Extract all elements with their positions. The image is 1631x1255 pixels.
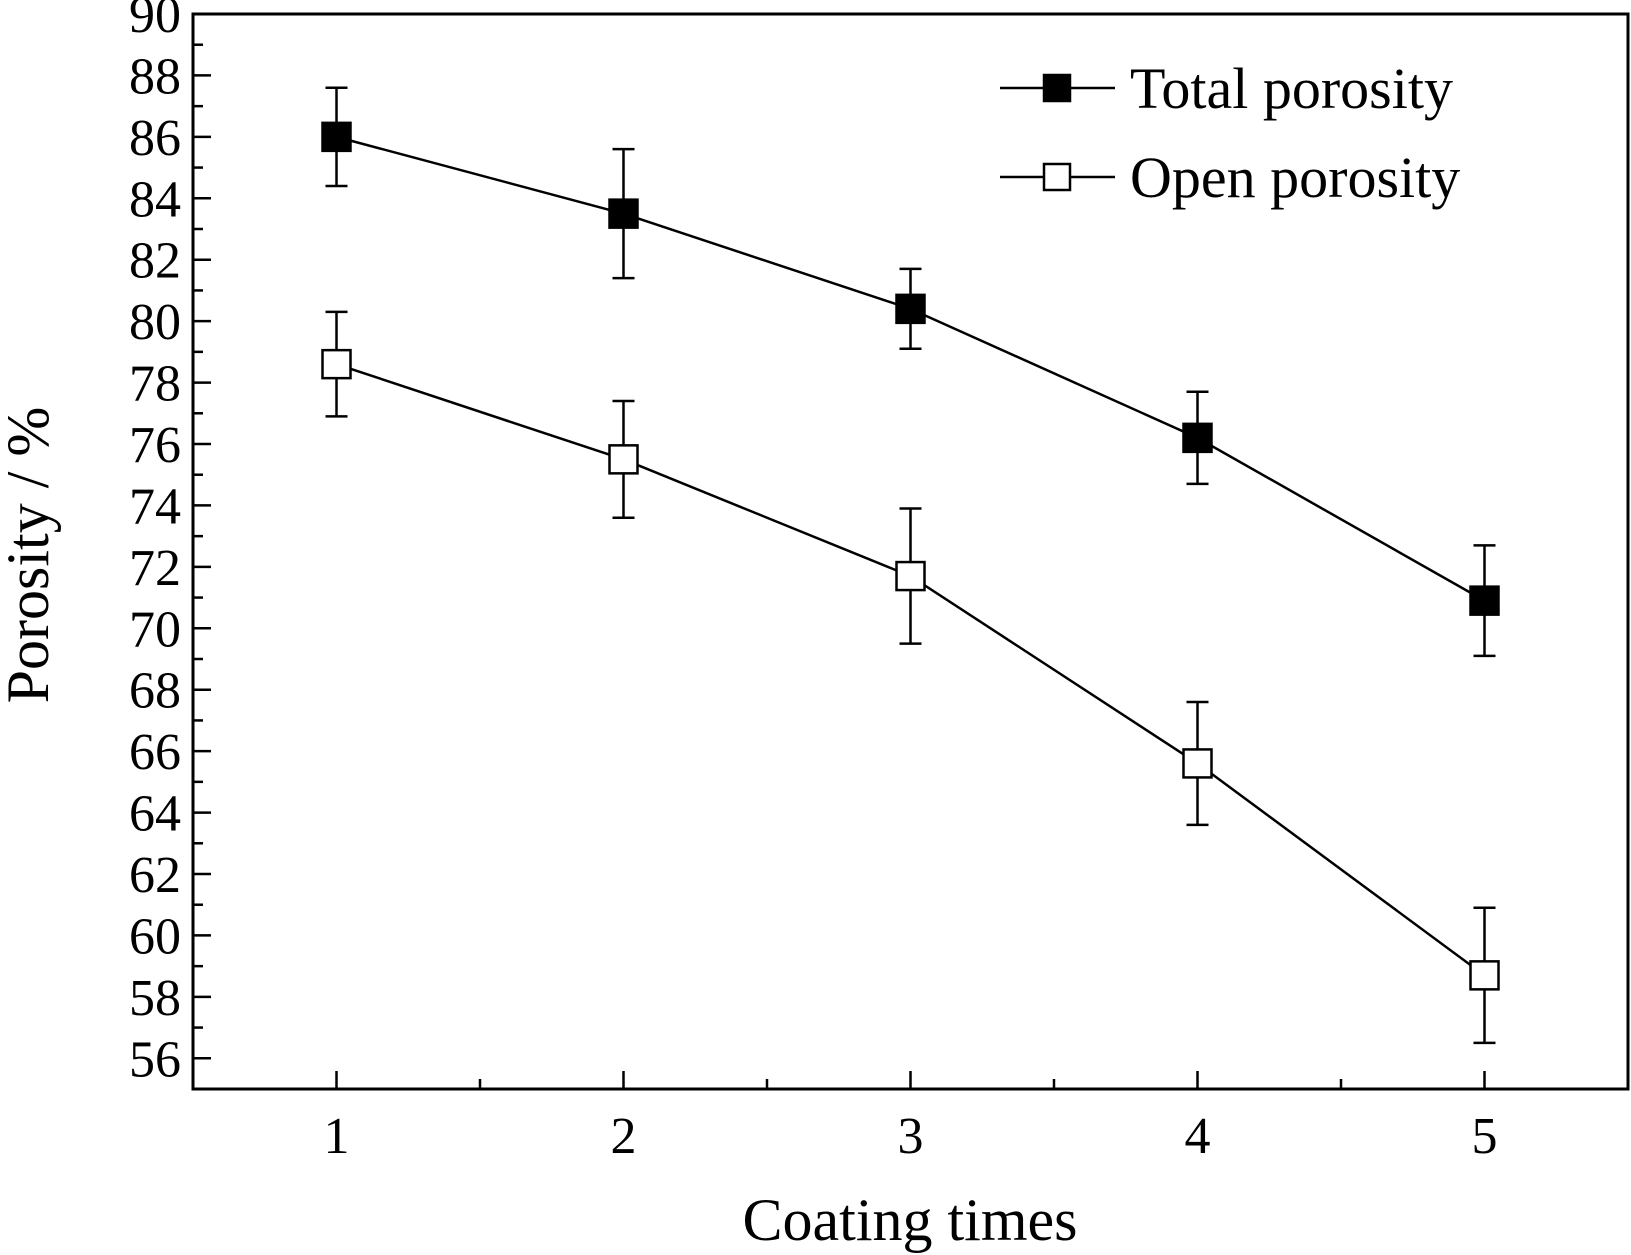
series-layer bbox=[321, 86, 1500, 1045]
legend-label: Total porosity bbox=[1130, 56, 1453, 121]
series-line bbox=[336, 362, 1486, 977]
y-tick-label: 62 bbox=[129, 847, 181, 904]
series-open-porosity bbox=[321, 310, 1500, 1045]
y-tick-label: 56 bbox=[129, 1031, 181, 1088]
data-point bbox=[608, 198, 639, 229]
y-tick-label: 72 bbox=[129, 540, 181, 597]
x-tick-label: 2 bbox=[611, 1108, 637, 1165]
y-tick-label: 90 bbox=[129, 0, 181, 44]
y-tick-label: 82 bbox=[129, 233, 181, 290]
data-point bbox=[321, 121, 352, 153]
data-point bbox=[608, 444, 639, 475]
data-point bbox=[895, 560, 926, 592]
y-tick-label: 84 bbox=[129, 171, 181, 228]
x-tick-label: 1 bbox=[324, 1108, 350, 1165]
data-point bbox=[895, 293, 926, 325]
y-tick-label: 64 bbox=[129, 786, 181, 843]
y-tick-label: 74 bbox=[129, 478, 181, 535]
legend-open-square-icon bbox=[1042, 162, 1072, 192]
y-tick-label: 60 bbox=[129, 908, 181, 965]
y-tick-label: 78 bbox=[129, 356, 181, 413]
data-point bbox=[1182, 422, 1213, 454]
legend-label: Open porosity bbox=[1130, 145, 1460, 210]
data-point bbox=[321, 348, 352, 380]
data-point bbox=[1469, 960, 1500, 991]
legend: Total porosity Open porosity bbox=[1000, 56, 1460, 210]
x-tick-label: 5 bbox=[1472, 1108, 1498, 1165]
x-axis-title: Coating times bbox=[743, 1187, 1078, 1253]
series-total-porosity bbox=[321, 86, 1500, 658]
y-axis-title: Porosity / % bbox=[0, 407, 61, 704]
y-tick-label: 80 bbox=[129, 294, 181, 351]
y-tick-label: 58 bbox=[129, 970, 181, 1027]
y-tick-label: 68 bbox=[129, 663, 181, 720]
y-tick-label: 70 bbox=[129, 601, 181, 658]
x-axis-ticks: 1 2 3 4 5 bbox=[324, 1071, 1630, 1165]
x-tick-label: 4 bbox=[1185, 1108, 1211, 1165]
y-tick-label: 66 bbox=[129, 724, 181, 781]
y-tick-label: 86 bbox=[129, 110, 181, 167]
legend-filled-square-icon bbox=[1042, 73, 1072, 103]
y-tick-label: 76 bbox=[129, 417, 181, 474]
y-tick-label: 88 bbox=[129, 48, 181, 105]
x-tick-label: 3 bbox=[898, 1108, 924, 1165]
data-point bbox=[1469, 585, 1500, 616]
data-point bbox=[1182, 748, 1213, 779]
